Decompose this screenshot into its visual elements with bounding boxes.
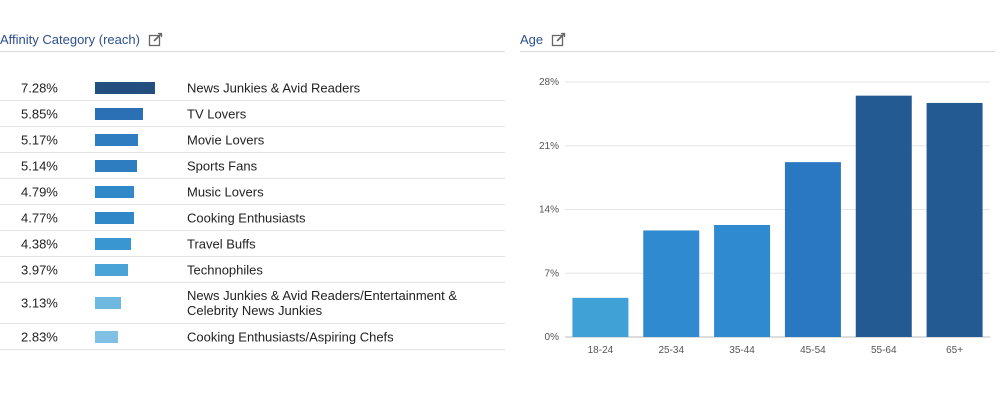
- row-label: Cooking Enthusiasts: [187, 210, 306, 225]
- row-percent: 5.17%: [21, 132, 58, 147]
- y-tick-label: 0%: [545, 332, 560, 343]
- y-tick-label: 21%: [539, 141, 559, 152]
- row-label: Technophiles: [187, 262, 263, 277]
- row-percent: 2.83%: [21, 329, 58, 344]
- table-row: 2.83% Cooking Enthusiasts/Aspiring Chefs: [0, 324, 505, 350]
- edit-icon[interactable]: [551, 32, 566, 47]
- row-label: Music Lovers: [187, 184, 264, 199]
- table-row: 4.77% Cooking Enthusiasts: [0, 205, 505, 231]
- table-row: 7.28% News Junkies & Avid Readers: [0, 75, 505, 101]
- age-bar[interactable]: [643, 230, 700, 337]
- age-bar-chart: 0% 7% 14% 21% 28% 18-24 25-34 35-44 45-54 55-64 65…: [539, 77, 990, 356]
- affinity-table: 7.28% News Junkies & Avid Readers 5.85% TV …: [0, 75, 505, 350]
- x-tick-label: 45-54: [800, 345, 826, 356]
- row-percent: 4.38%: [21, 236, 58, 251]
- x-tick-label: 55-64: [871, 345, 897, 356]
- y-tick-label: 28%: [539, 77, 559, 88]
- row-percent: 5.14%: [21, 158, 58, 173]
- table-row: 5.17% Movie Lovers: [0, 127, 505, 153]
- x-tick-label: 25-34: [658, 345, 684, 356]
- age-bar[interactable]: [572, 297, 629, 337]
- row-label: Cooking Enthusiasts/Aspiring Chefs: [187, 329, 394, 344]
- age-header: Age: [520, 0, 995, 52]
- row-label: News Junkies & Avid Readers: [187, 80, 361, 95]
- row-bar: [95, 237, 132, 250]
- table-row: 3.13% News Junkies & Avid Readers/Enterta…: [0, 283, 505, 324]
- age-bar[interactable]: [784, 162, 841, 337]
- row-bar: [95, 297, 121, 309]
- affinity-title: Affinity Category (reach): [0, 32, 140, 47]
- row-percent: 4.77%: [21, 210, 58, 225]
- table-row: 4.79% Music Lovers: [0, 179, 505, 205]
- row-label: News Junkies & Avid Readers/Entertainmen…: [187, 288, 458, 318]
- age-bar[interactable]: [714, 224, 771, 337]
- row-label: TV Lovers: [187, 106, 247, 121]
- y-tick-label: 7%: [545, 268, 560, 279]
- row-percent: 3.97%: [21, 262, 58, 277]
- age-bar[interactable]: [926, 102, 983, 337]
- row-bar: [95, 107, 144, 120]
- y-tick-label: 14%: [539, 205, 559, 216]
- x-tick-label: 18-24: [588, 345, 614, 356]
- table-row: 3.97% Technophiles: [0, 257, 505, 283]
- row-bar: [95, 81, 155, 94]
- age-title: Age: [520, 32, 544, 47]
- x-tick-label: 65+: [946, 345, 963, 356]
- x-tick-label: 35-44: [729, 345, 755, 356]
- table-row: 5.14% Sports Fans: [0, 153, 505, 179]
- table-row: 5.85% TV Lovers: [0, 101, 505, 127]
- row-percent: 5.85%: [21, 106, 58, 121]
- age-bar[interactable]: [855, 95, 912, 338]
- row-bar: [95, 211, 135, 224]
- affinity-header: Affinity Category (reach): [0, 0, 505, 52]
- row-percent: 3.13%: [21, 295, 58, 311]
- row-bar: [95, 185, 135, 198]
- affinity-panel: Affinity Category (reach) 7.28% News Junk…: [0, 0, 505, 350]
- row-label: Movie Lovers: [187, 132, 265, 147]
- row-label: Sports Fans: [187, 158, 258, 173]
- row-bar: [95, 263, 128, 276]
- row-label: Travel Buffs: [187, 236, 256, 251]
- row-percent: 4.79%: [21, 184, 58, 199]
- row-percent: 7.28%: [21, 80, 58, 95]
- edit-icon[interactable]: [148, 32, 163, 47]
- row-bar: [95, 330, 119, 343]
- row-bar: [95, 133, 138, 146]
- age-panel: Age 0% 7% 14% 21% 28% 18-24 25-34 35-44 45-54 55-…: [520, 0, 995, 356]
- table-row: 4.38% Travel Buffs: [0, 231, 505, 257]
- row-bar: [95, 159, 138, 172]
